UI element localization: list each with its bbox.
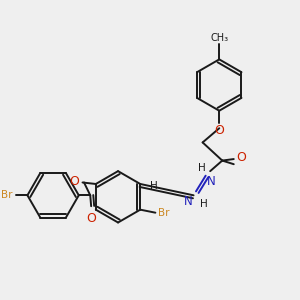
Text: H: H	[200, 199, 208, 209]
Text: O: O	[236, 151, 246, 164]
Text: H: H	[150, 181, 158, 191]
Text: O: O	[86, 212, 96, 225]
Text: Br: Br	[158, 208, 169, 218]
Text: Br: Br	[2, 190, 13, 200]
Text: O: O	[70, 175, 80, 188]
Text: O: O	[214, 124, 224, 137]
Text: N: N	[207, 175, 216, 188]
Text: N: N	[184, 195, 193, 208]
Text: CH₃: CH₃	[210, 33, 228, 43]
Text: H: H	[198, 163, 206, 173]
